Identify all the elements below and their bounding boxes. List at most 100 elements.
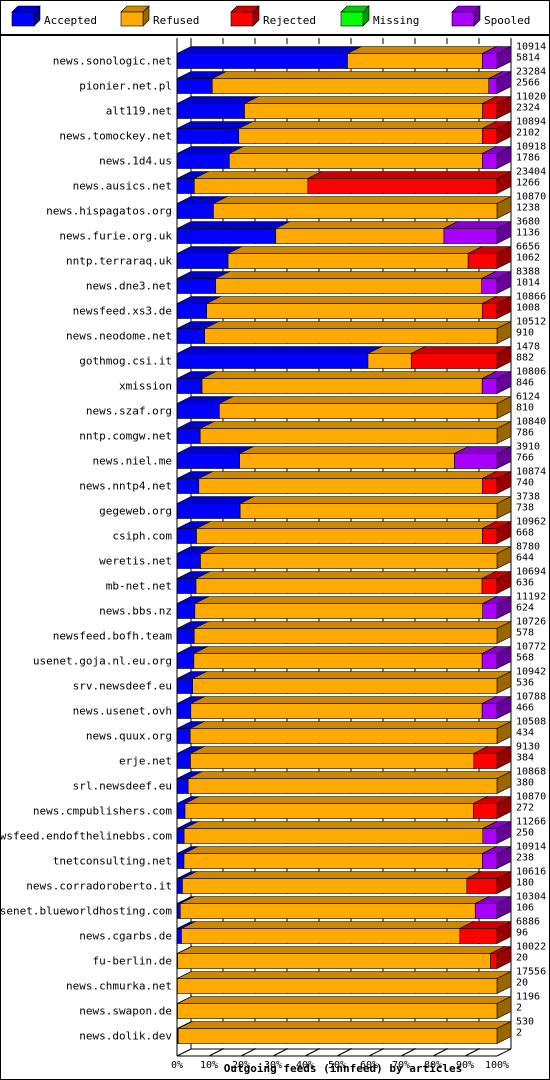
bar-accepted-news-cmpublishers-com [176, 803, 186, 819]
legend-rejected-label: Rejected [263, 14, 316, 27]
bar-refused-news-furie-org-uk [275, 228, 445, 244]
value-offered: 10304 [516, 892, 546, 903]
bar-refused-alt119-net [244, 103, 483, 119]
bar-refused-news-cmpublishers-com [184, 803, 474, 819]
bar-rejected-news-ausics-net-top [307, 171, 512, 179]
bar-rejected-news-ausics-net [307, 178, 498, 194]
value-offered: 10962 [516, 517, 546, 528]
value-accepted: 384 [516, 753, 534, 764]
tick-label-50: 50% [328, 1060, 346, 1071]
value-accepted: 740 [516, 478, 534, 489]
bar-refused-tnetconsulting-net [183, 853, 483, 869]
legend-refused-label: Refused [153, 14, 199, 27]
tick-label-30: 30% [264, 1060, 282, 1071]
tick-mark-80 [432, 1048, 448, 1057]
bar-refused-gothmog-csi-it [367, 353, 412, 369]
legend-accepted-swatch [11, 11, 35, 27]
value-accepted: 20 [516, 953, 528, 964]
value-accepted: 5814 [516, 53, 540, 64]
value-offered: 8388 [516, 267, 540, 278]
value-offered: 10616 [516, 867, 546, 878]
value-offered: 10772 [516, 642, 546, 653]
value-offered: 10914 [516, 42, 546, 53]
value-accepted: 1136 [516, 228, 540, 239]
bar-accepted-newsfeed-bofh-team [176, 628, 195, 644]
bar-refused-news-chmurka-net-top [177, 971, 512, 979]
bar-refused-weretis-net-top [200, 546, 512, 554]
bar-accepted-news-szaf-org [176, 403, 220, 419]
bar-accepted-news-niel-me [176, 453, 240, 469]
tick-label-80: 80% [424, 1060, 442, 1071]
value-accepted: 434 [516, 728, 534, 739]
bar-accepted-news-cgarbs-de [176, 928, 182, 944]
value-offered: 10840 [516, 417, 546, 428]
tick-label-10: 10% [200, 1060, 218, 1071]
bar-accepted-gothmog-csi-it-top [176, 346, 383, 354]
bar-accepted-nntp-comgw-net [176, 428, 201, 444]
bar-refused-erje-net-top [190, 746, 489, 754]
category-label: news.nntp4.net [79, 480, 172, 493]
category-label: news.cmpublishers.com [33, 805, 172, 818]
bar-rejected-fu-berlin-de [490, 953, 498, 969]
bar-refused-news-chmurka-net [177, 978, 498, 994]
bar-spooled-usenet-blueworldhosting-com [474, 903, 498, 919]
value-accepted: 2102 [516, 128, 540, 139]
tick-mark-0 [176, 1048, 192, 1057]
category-label: news.sonologic.net [53, 55, 172, 68]
bar-refused-news-bbs-nz [194, 603, 484, 619]
value-accepted: 1062 [516, 253, 540, 264]
bar-refused-newsfeed-bofh-team [193, 628, 498, 644]
bar-refused-usenet-goja-nl-eu-org-top [193, 646, 497, 654]
value-accepted: 1266 [516, 178, 540, 189]
bar-refused-weretis-net [200, 553, 498, 569]
category-label: usenet.goja.nl.eu.org [33, 655, 172, 668]
value-offered: 10806 [516, 367, 546, 378]
bar-refused-srv-newsdeef-eu [192, 678, 498, 694]
bar-refused-news-cgarbs-de [181, 928, 461, 944]
value-offered: 10894 [516, 117, 546, 128]
bar-spooled-xmission [481, 378, 498, 394]
bar-accepted-nntp-terraraq-uk [176, 253, 229, 269]
value-accepted: 20 [516, 978, 528, 989]
value-accepted: 1014 [516, 278, 540, 289]
category-label: newsfeed.endofthelinebbs.com [0, 830, 172, 843]
category-label: tnetconsulting.net [53, 855, 172, 868]
bar-refused-fu-berlin-de-top [177, 946, 505, 954]
bar-refused-news-usenet-ovh [190, 703, 483, 719]
bar-accepted-news-nntp4-net [176, 478, 200, 494]
bar-accepted-news-furie-org-uk [176, 228, 277, 244]
value-offered: 1478 [516, 342, 540, 353]
bar-rejected-csiph-com [482, 528, 498, 544]
x-axis-title: Outgoing feeds (innfeed) by articles [224, 1062, 462, 1075]
value-accepted: 96 [516, 928, 528, 939]
value-accepted: 910 [516, 328, 534, 339]
bar-rejected-news-corradoroberto-it [466, 878, 498, 894]
value-offered: 6124 [516, 392, 540, 403]
bar-refused-news-dolik-dev-top [178, 1021, 512, 1029]
category-label: news.dolik.dev [79, 1030, 172, 1043]
value-accepted: 2 [516, 1003, 522, 1014]
x-axis: 0% 10% 20% 30% 40% 50% 60% 70% 80% 90% 100% [171, 38, 512, 1071]
bar-refused-xmission [201, 378, 483, 394]
bar-spooled-news-bbs-nz [482, 603, 498, 619]
bar-accepted-news-furie-org-uk-top [176, 221, 290, 229]
bar-accepted-tnetconsulting-net [176, 853, 185, 869]
bar-refused-news-corradoroberto-it [182, 878, 468, 894]
bar-refused-gegeweb-org [239, 503, 498, 519]
bar-refused-news-sonologic-net-top [347, 46, 497, 54]
category-label: news.corradoroberto.it [26, 880, 172, 893]
